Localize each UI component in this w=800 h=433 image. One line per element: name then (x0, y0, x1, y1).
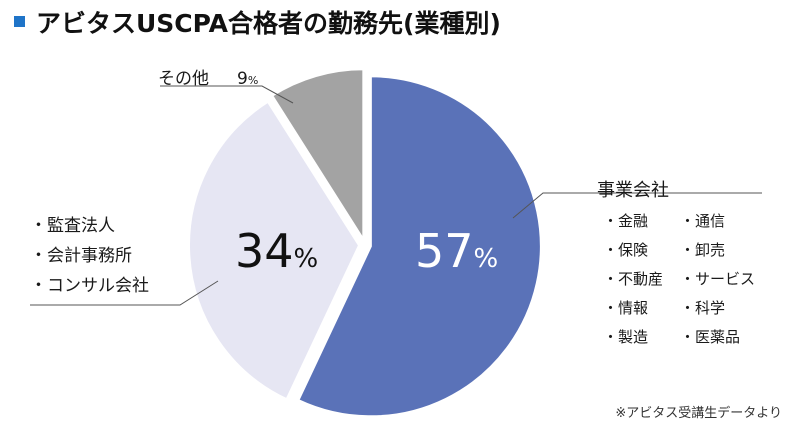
firms-slice (188, 100, 361, 401)
business-item: ・保険 (603, 241, 649, 259)
other-percent-unit: % (247, 74, 259, 87)
chart-title: アビタスUSCPA合格者の勤務先(業種別) (36, 9, 501, 38)
business-percent-unit: % (473, 244, 499, 274)
business-item: ・科学 (680, 299, 726, 317)
firms-percent-value: 34 (235, 224, 294, 278)
title-bullet (14, 16, 25, 27)
business-percent-value: 57 (415, 224, 474, 278)
other-leader-line (160, 85, 294, 104)
business-leader-line (512, 192, 762, 219)
business-item: ・金融 (603, 212, 649, 230)
business-item: ・卸売 (680, 241, 726, 259)
business-label: 事業会社 (597, 180, 669, 201)
other-slice (270, 68, 365, 243)
business-item: ・通信 (680, 212, 726, 230)
business-item: ・不動産 (603, 270, 664, 288)
firms-item: ・コンサル会社 (30, 276, 149, 296)
firms-item: ・会計事務所 (30, 246, 132, 266)
source-note: ※アビタス受講生データより (615, 406, 782, 421)
business-item: ・サービス (680, 270, 756, 288)
business-item: ・製造 (603, 328, 649, 346)
firms-percent-unit: % (293, 244, 319, 274)
firms-leader-line (30, 280, 219, 306)
business-item: ・情報 (603, 299, 649, 317)
business-item: ・医薬品 (680, 328, 741, 346)
other-label: その他 9% (158, 64, 258, 89)
business-slice (297, 75, 542, 418)
business-percent: 57% (415, 224, 498, 278)
other-label-name: その他 (158, 69, 209, 89)
other-percent-value: 9 (237, 69, 248, 89)
firms-item: ・監査法人 (30, 216, 115, 236)
firms-percent: 34% (235, 224, 318, 278)
